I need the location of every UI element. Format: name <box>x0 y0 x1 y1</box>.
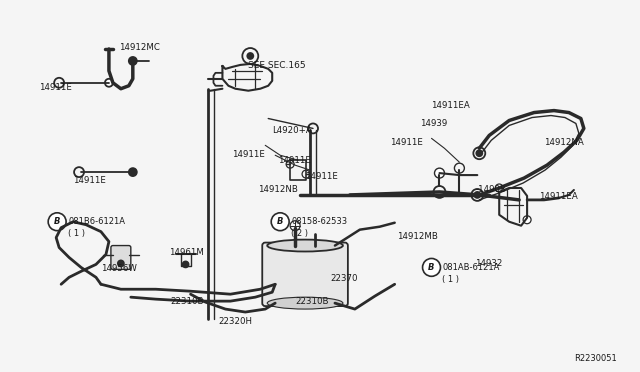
Text: 14912MB: 14912MB <box>397 232 438 241</box>
Text: 14912NB: 14912NB <box>259 185 298 194</box>
Text: 08158-62533: 08158-62533 <box>291 217 348 226</box>
Text: 14956W: 14956W <box>101 264 137 273</box>
Text: 14932: 14932 <box>476 259 502 269</box>
Text: 14911E: 14911E <box>278 156 311 165</box>
FancyBboxPatch shape <box>111 246 131 269</box>
Circle shape <box>476 150 483 156</box>
Text: 14911E: 14911E <box>73 176 106 185</box>
Circle shape <box>129 168 137 176</box>
Text: 22320H: 22320H <box>218 317 252 326</box>
Text: 081AB-6121A: 081AB-6121A <box>442 263 500 272</box>
Circle shape <box>495 184 503 192</box>
Text: 14912NA: 14912NA <box>544 138 584 147</box>
Ellipse shape <box>268 297 343 309</box>
Text: 081B6-6121A: 081B6-6121A <box>68 217 125 226</box>
Text: 14939: 14939 <box>420 119 447 128</box>
Circle shape <box>422 259 440 276</box>
Text: 14911EA: 14911EA <box>539 192 578 201</box>
Circle shape <box>105 79 113 87</box>
Circle shape <box>129 57 137 65</box>
Text: ( 2 ): ( 2 ) <box>291 229 308 238</box>
Text: 14911E: 14911E <box>232 150 265 159</box>
Text: -14908: -14908 <box>476 185 506 194</box>
Circle shape <box>435 168 444 178</box>
Text: 14911EA: 14911EA <box>431 101 470 110</box>
Text: ( 1 ): ( 1 ) <box>68 229 85 238</box>
Circle shape <box>523 216 531 224</box>
Text: B: B <box>277 217 284 226</box>
Text: L4920+A: L4920+A <box>272 126 312 135</box>
Circle shape <box>118 260 124 266</box>
Circle shape <box>48 213 66 231</box>
Text: 22310B: 22310B <box>171 297 204 306</box>
Text: 14911E: 14911E <box>39 83 72 92</box>
Text: ( 1 ): ( 1 ) <box>442 275 460 284</box>
Text: 22310B: 22310B <box>295 297 328 306</box>
Text: B: B <box>54 217 60 226</box>
FancyBboxPatch shape <box>262 243 348 306</box>
Circle shape <box>271 213 289 231</box>
Ellipse shape <box>268 240 343 251</box>
Circle shape <box>182 262 189 267</box>
Text: 14912MC: 14912MC <box>119 43 160 52</box>
Text: 22370: 22370 <box>330 274 358 283</box>
Text: 14961M: 14961M <box>169 247 204 257</box>
Text: R2230051: R2230051 <box>574 354 617 363</box>
Text: 14911E: 14911E <box>390 138 422 147</box>
Circle shape <box>474 192 480 198</box>
Circle shape <box>247 53 253 59</box>
Text: SEE SEC.165: SEE SEC.165 <box>248 61 306 70</box>
Text: B: B <box>428 263 435 272</box>
Text: 14911E: 14911E <box>305 172 338 181</box>
